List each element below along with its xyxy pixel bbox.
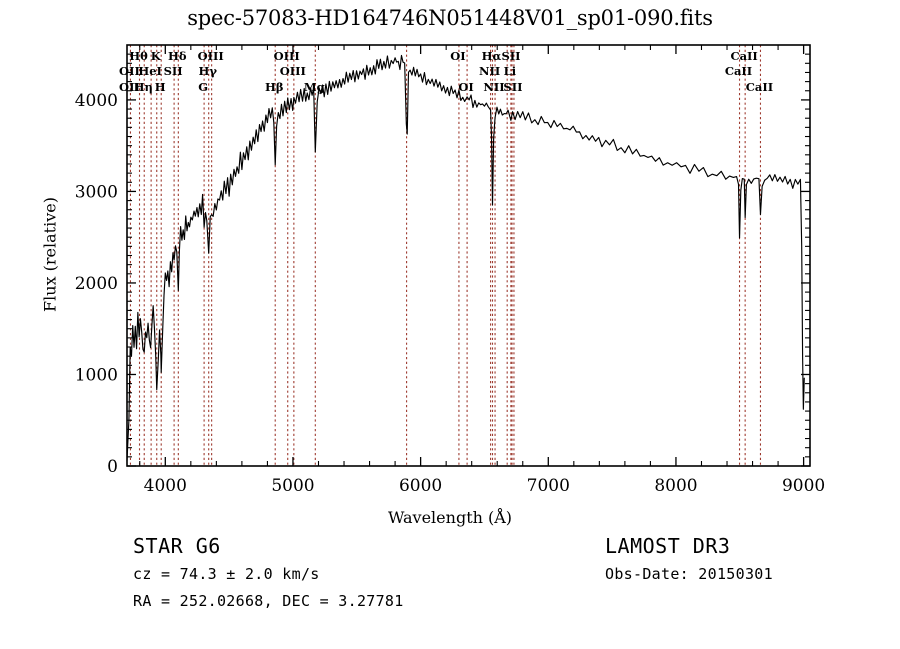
spectral-line-label: Mg [304,80,325,94]
spectral-line-label: K [151,49,162,63]
y-tick-label: 2000 [75,274,118,294]
spectral-line-label: G [198,80,208,94]
spectral-line-label: OI [458,80,473,94]
redshift-line: cz = 74.3 ± 2.0 km/s [133,565,320,583]
star-type-line: STAR G6 [133,534,221,558]
spectrum-line [126,54,805,462]
spectral-line-label: Hδ [168,49,187,63]
spectral-line-label: Li [504,64,517,78]
spectral-line-label: OI [450,49,465,63]
obs-date: Obs-Date: 20150301 [605,565,773,583]
x-tick-label: 4000 [144,476,187,496]
axes-frame: 4000 5000 6000 7000 8000 9000 0 1000 2000 3000 400… [75,44,825,496]
spectral-line-label: CaII [725,64,752,78]
x-tick-label: 9000 [782,476,825,496]
x-tick-label: 8000 [654,476,697,496]
spectral-line-label: SII [503,80,522,94]
spectral-line-label: SII [501,49,520,63]
y-tick-label: 4000 [75,91,118,111]
x-tick-label: 6000 [399,476,442,496]
spectral-line-label: OIII [198,49,224,63]
spectral-line-label: OIII [280,64,306,78]
coordinates-line: RA = 252.02668, DEC = 3.27781 [133,592,404,610]
spectral-line-label: OIII [274,49,300,63]
y-tick-label: 0 [107,457,118,477]
spectral-line-label: HeI [138,64,162,78]
spectral-line-label: SII [164,64,183,78]
page-title: spec-57083-HD164746N051448V01_sp01-090.f… [187,6,713,30]
spectral-line-label: Hγ [198,64,217,78]
x-axis-title: Wavelength (Å) [387,508,513,527]
spectral-line-label: H [155,80,166,94]
plot-frame [126,44,811,467]
spectral-line-label: OII [119,64,140,78]
spectral-line-label: CaII [730,49,757,63]
spectrum-curve [126,54,805,462]
x-tick-label: 7000 [527,476,570,496]
marker-lines-group [129,45,762,466]
footer-right: LAMOST DR3 Obs-Date: 20150301 [605,531,773,588]
spectral-line-label: Hα [482,49,502,63]
spectral-line-label: CaII [746,80,773,94]
x-tick-label: 5000 [271,476,314,496]
spectral-line-label: Hβ [265,80,284,94]
footer-left: STAR G6 cz = 74.3 ± 2.0 km/s RA = 252.02… [133,531,404,615]
spectral-line-label: Hη [134,80,153,94]
survey-name: LAMOST DR3 [605,534,731,558]
spectral-line-label: Hθ [129,49,148,63]
spectral-line-label: NII [479,64,500,78]
spectral-line-label: OII [119,80,140,94]
y-axis-title: Flux (relative) [40,197,60,312]
y-tick-label: 1000 [75,365,118,385]
spectral-line-label: NII [483,80,504,94]
y-tick-label: 3000 [75,182,118,202]
